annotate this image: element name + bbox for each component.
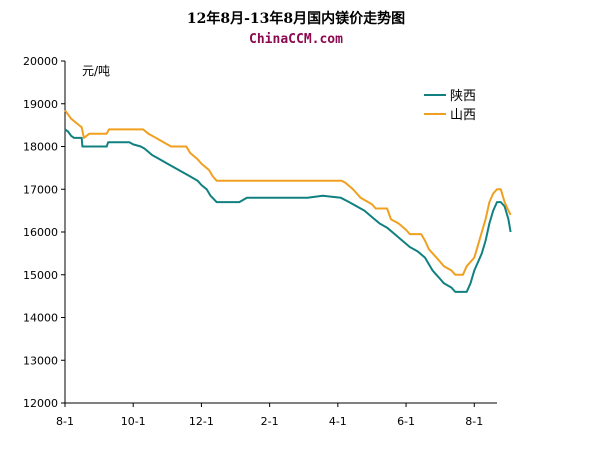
- legend: 陕西 山西: [424, 89, 476, 123]
- y-tick-label: 19000: [23, 98, 58, 111]
- x-tick-label: 12-1: [189, 415, 214, 428]
- y-tick-label: 14000: [23, 312, 58, 325]
- legend-label-shaanxi: 陕西: [450, 89, 476, 104]
- y-tick-label: 17000: [23, 183, 58, 196]
- y-tick-label: 12000: [23, 397, 58, 410]
- chart-title: 12年8月-13年8月国内镁价走势图: [187, 10, 405, 27]
- y-axis-ticks: 12000 13000 14000 15000 16000 17000 18000 19000…: [23, 55, 65, 410]
- x-tick-label: 8-1: [465, 415, 483, 428]
- series-line-shaanxi: [64, 128, 512, 293]
- x-tick-label: 6-1: [397, 415, 415, 428]
- legend-label-shanxi: 山西: [450, 108, 476, 123]
- y-axis-unit-label: 元/吨: [82, 64, 110, 78]
- plot-area: [64, 61, 497, 404]
- y-tick-label: 13000: [23, 354, 58, 367]
- x-tick-label: 10-1: [121, 415, 146, 428]
- y-tick-label: 18000: [23, 141, 58, 154]
- series-layer: [64, 109, 512, 293]
- y-tick-label: 20000: [23, 55, 58, 68]
- x-tick-label: 4-1: [329, 415, 347, 428]
- chart-watermark: ChinaCCM.com: [249, 32, 343, 47]
- x-axis-ticks: 8-1 10-1 12-1 2-1 4-1 6-1 8-1: [56, 403, 483, 428]
- y-tick-label: 15000: [23, 269, 58, 282]
- x-tick-label: 2-1: [261, 415, 279, 428]
- series-line-shanxi: [64, 109, 512, 276]
- y-tick-label: 16000: [23, 226, 58, 239]
- x-tick-label: 8-1: [56, 415, 74, 428]
